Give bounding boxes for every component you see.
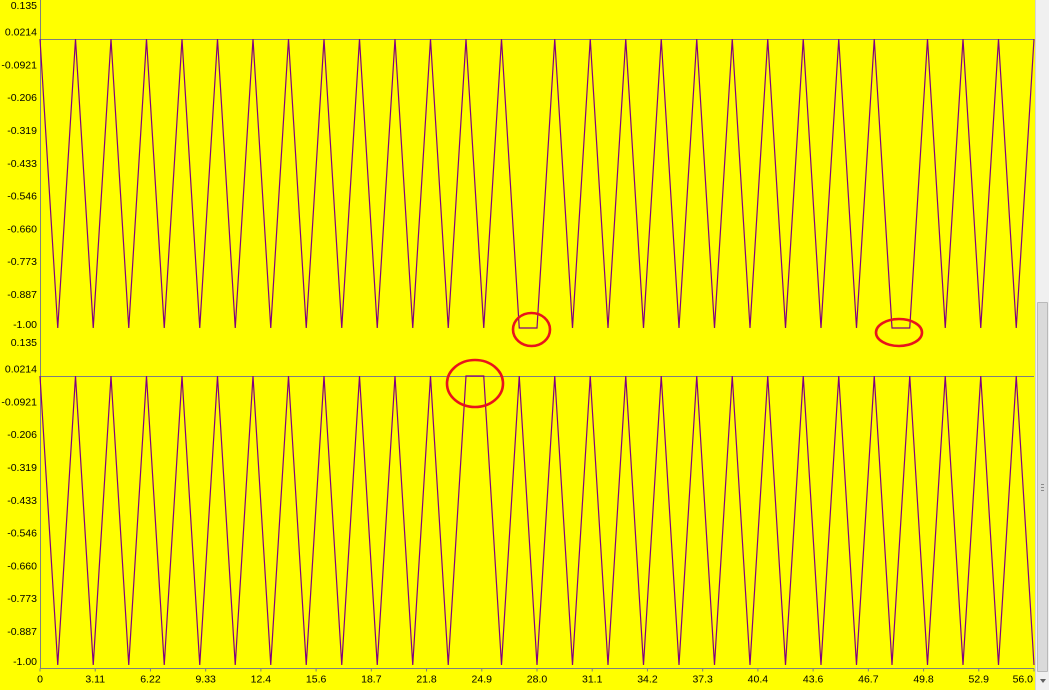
top-y-tick-label: -0.546 <box>7 191 37 203</box>
x-tick-label: 31.1 <box>582 673 603 685</box>
x-tick-label: 6.22 <box>140 673 161 685</box>
top-y-tick-label: 0.135 <box>11 0 37 12</box>
bottom-y-tick-label: -0.546 <box>7 528 37 540</box>
x-tick-label: 12.4 <box>251 673 272 685</box>
x-tick-label: 43.6 <box>803 673 824 685</box>
top-y-tick-label: 0.0214 <box>5 27 37 39</box>
bottom-waveform-line <box>39 375 1035 666</box>
x-tick-label: 21.8 <box>416 673 437 685</box>
grip-lines-icon <box>1041 487 1044 488</box>
x-tick-label: 49.8 <box>913 673 934 685</box>
x-tick-label: 28.0 <box>527 673 548 685</box>
x-tick-label: 52.9 <box>969 673 990 685</box>
scrollbar-thumb[interactable] <box>1037 302 1048 672</box>
highlight-annotations <box>445 311 924 409</box>
x-tick-label: 3.11 <box>85 673 105 685</box>
top-y-tick-label: -0.887 <box>7 289 37 301</box>
bottom-y-tick-label: -0.660 <box>7 560 37 572</box>
chevron-down-icon <box>1039 679 1046 683</box>
plot-axes <box>40 0 1034 669</box>
bottom-y-tick-label: 0.0214 <box>5 364 37 376</box>
bottom-waveform-panel: 0.135 0.0214 -0.0921 -0.206 -0.319 -0.433 -0.5… <box>1 337 1035 668</box>
x-tick-label: 0 <box>37 673 43 685</box>
top-waveform-line <box>39 38 1035 329</box>
x-tick-label: 18.7 <box>361 673 382 685</box>
top-y-tick-label: -1.00 <box>13 319 37 331</box>
top-y-tick-label: -0.660 <box>7 223 37 235</box>
top-y-tick-label: -0.433 <box>7 158 37 170</box>
x-tick-label: 24.9 <box>472 673 493 685</box>
bottom-y-tick-label: -0.206 <box>7 429 37 441</box>
bottom-y-tick-label: -0.0921 <box>1 396 37 408</box>
bottom-y-tick-label: -0.773 <box>7 593 37 605</box>
x-axis-ticks: 0 3.11 6.22 9.33 12.4 15.6 18.7 21.8 24.9 28.0 31.… <box>37 668 1035 685</box>
top-y-tick-label: -0.0921 <box>1 59 37 71</box>
bottom-y-tick-label: -0.887 <box>7 626 37 638</box>
top-y-tick-label: -0.206 <box>7 92 37 104</box>
x-tick-label: 40.4 <box>748 673 769 685</box>
x-tick-label: 56.0 <box>1013 673 1034 685</box>
bottom-y-tick-label: -1.00 <box>13 656 37 668</box>
vertical-scrollbar[interactable] <box>1035 0 1049 690</box>
top-y-tick-label: -0.319 <box>7 125 37 137</box>
highlight-circle-top-left <box>511 311 552 348</box>
top-y-tick-label: -0.773 <box>7 256 37 268</box>
x-tick-label: 15.6 <box>306 673 327 685</box>
x-tick-label: 34.2 <box>637 673 658 685</box>
x-tick-label: 9.33 <box>195 673 216 685</box>
bottom-y-tick-label: 0.135 <box>11 337 37 349</box>
top-waveform-panel: 0.135 0.0214 -0.0921 -0.206 -0.319 -0.433 -0.5… <box>1 0 1035 331</box>
highlight-circle-bottom <box>445 358 505 409</box>
highlight-circle-top-right <box>874 317 924 348</box>
bottom-y-tick-label: -0.433 <box>7 495 37 507</box>
bottom-y-tick-label: -0.319 <box>7 462 37 474</box>
scroll-down-button[interactable] <box>1036 672 1049 690</box>
x-tick-label: 46.7 <box>858 673 879 685</box>
x-tick-label: 37.3 <box>692 673 713 685</box>
